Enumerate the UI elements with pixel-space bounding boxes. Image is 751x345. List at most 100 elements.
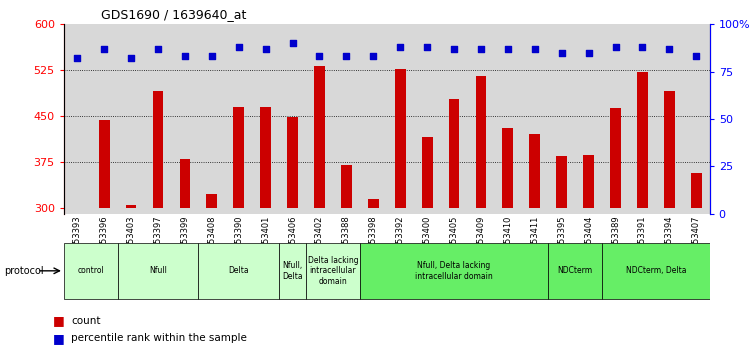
Bar xyxy=(602,24,629,214)
Bar xyxy=(333,24,360,214)
Text: GSM53409: GSM53409 xyxy=(476,215,485,261)
Text: GSM53397: GSM53397 xyxy=(153,215,162,261)
Bar xyxy=(575,24,602,214)
Bar xyxy=(656,24,683,214)
Bar xyxy=(341,165,351,208)
Point xyxy=(448,46,460,51)
Point xyxy=(475,46,487,51)
Bar xyxy=(584,155,594,208)
Text: Delta: Delta xyxy=(228,266,249,275)
Bar xyxy=(467,24,494,214)
Bar xyxy=(548,24,575,214)
Bar xyxy=(529,134,540,208)
Bar xyxy=(422,137,433,208)
Text: control: control xyxy=(77,266,104,275)
Text: Nfull: Nfull xyxy=(149,266,167,275)
Bar xyxy=(414,24,441,214)
Bar xyxy=(279,24,306,214)
Point xyxy=(394,44,406,50)
Bar xyxy=(99,120,110,208)
Text: percentile rank within the sample: percentile rank within the sample xyxy=(71,333,247,343)
Bar xyxy=(306,243,360,299)
Point xyxy=(206,53,218,59)
Text: GSM53411: GSM53411 xyxy=(530,215,539,261)
Bar xyxy=(306,24,333,214)
Text: GSM53407: GSM53407 xyxy=(692,215,701,261)
Bar xyxy=(502,128,513,208)
Point xyxy=(556,50,568,55)
Bar xyxy=(179,159,190,208)
Bar xyxy=(207,194,217,208)
Text: GSM53400: GSM53400 xyxy=(423,215,432,261)
Bar xyxy=(548,243,602,299)
Point xyxy=(260,46,272,51)
Bar xyxy=(261,107,271,208)
Bar xyxy=(234,107,244,208)
Point xyxy=(663,46,675,51)
Text: count: count xyxy=(71,316,101,326)
Bar xyxy=(610,108,621,208)
Point xyxy=(125,56,137,61)
Bar xyxy=(198,243,279,299)
Text: Nfull,
Delta: Nfull, Delta xyxy=(282,261,303,280)
Bar xyxy=(198,24,225,214)
Point xyxy=(690,53,702,59)
Bar xyxy=(475,76,487,208)
Bar xyxy=(494,24,521,214)
Bar xyxy=(171,24,198,214)
Bar xyxy=(387,24,414,214)
Point xyxy=(610,44,622,50)
Point xyxy=(529,46,541,51)
Bar xyxy=(64,24,91,214)
Point xyxy=(287,40,299,46)
Bar xyxy=(683,24,710,214)
Bar xyxy=(360,24,387,214)
Point xyxy=(313,53,325,59)
Point xyxy=(421,44,433,50)
Point xyxy=(152,46,164,51)
Text: GSM53395: GSM53395 xyxy=(557,215,566,261)
Text: Nfull, Delta lacking
intracellular domain: Nfull, Delta lacking intracellular domai… xyxy=(415,261,493,280)
Bar xyxy=(287,117,298,208)
Bar xyxy=(225,24,252,214)
Bar xyxy=(448,99,460,208)
Text: GSM53391: GSM53391 xyxy=(638,215,647,261)
Text: protocol: protocol xyxy=(4,266,44,276)
Bar xyxy=(395,69,406,208)
Bar xyxy=(118,24,144,214)
Text: GSM53402: GSM53402 xyxy=(315,215,324,261)
Bar xyxy=(91,24,118,214)
Bar xyxy=(314,66,325,208)
Bar xyxy=(360,243,548,299)
Point xyxy=(502,46,514,51)
Text: GSM53399: GSM53399 xyxy=(180,215,189,261)
Text: GSM53408: GSM53408 xyxy=(207,215,216,261)
Text: GSM53404: GSM53404 xyxy=(584,215,593,261)
Text: GSM53398: GSM53398 xyxy=(369,215,378,261)
Point xyxy=(233,44,245,50)
Bar xyxy=(144,24,171,214)
Point xyxy=(636,44,648,50)
Text: GSM53403: GSM53403 xyxy=(127,215,136,261)
Text: NDCterm, Delta: NDCterm, Delta xyxy=(626,266,686,275)
Text: GSM53401: GSM53401 xyxy=(261,215,270,261)
Text: GSM53389: GSM53389 xyxy=(611,215,620,261)
Bar xyxy=(279,243,306,299)
Bar xyxy=(602,243,710,299)
Bar xyxy=(691,173,701,208)
Text: ■: ■ xyxy=(53,332,65,345)
Bar xyxy=(152,91,164,208)
Text: GSM53388: GSM53388 xyxy=(342,215,351,261)
Bar xyxy=(521,24,548,214)
Text: GSM53410: GSM53410 xyxy=(503,215,512,261)
Bar xyxy=(118,243,198,299)
Text: GSM53393: GSM53393 xyxy=(73,215,82,261)
Text: GSM53392: GSM53392 xyxy=(396,215,405,261)
Point xyxy=(179,53,191,59)
Text: ■: ■ xyxy=(53,314,65,327)
Text: GSM53406: GSM53406 xyxy=(288,215,297,261)
Text: NDCterm: NDCterm xyxy=(557,266,593,275)
Bar xyxy=(252,24,279,214)
Text: GSM53390: GSM53390 xyxy=(234,215,243,261)
Text: Delta lacking
intracellular
domain: Delta lacking intracellular domain xyxy=(308,256,358,286)
